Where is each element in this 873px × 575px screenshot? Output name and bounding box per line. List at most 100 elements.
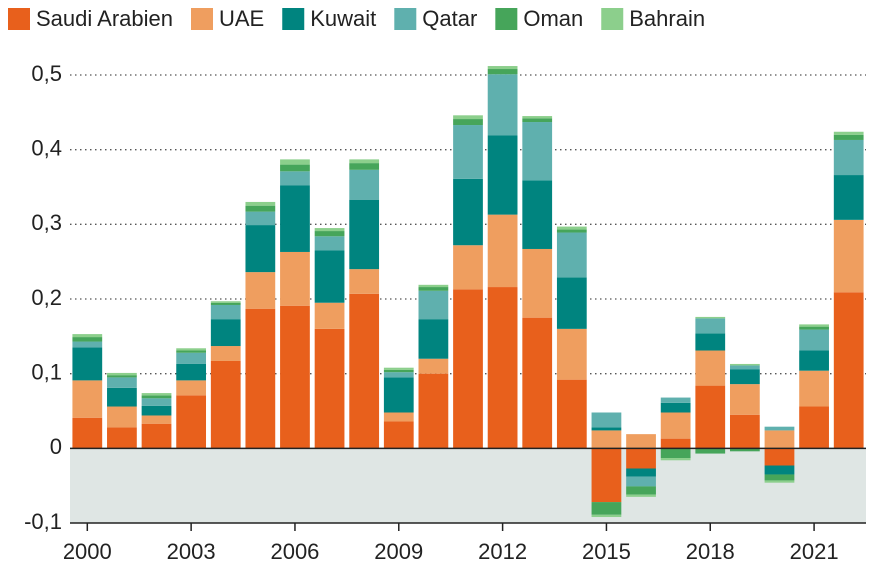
legend-swatch <box>282 8 305 30</box>
x-tick-label: 2006 <box>270 539 319 564</box>
bar-segment <box>349 199 380 270</box>
bar-segment <box>176 348 207 351</box>
bar-segment <box>522 317 553 449</box>
bar-segment <box>764 430 795 449</box>
bar-segment <box>729 363 760 366</box>
bar-segment <box>729 414 760 449</box>
bar-segment <box>626 476 656 487</box>
bar-segment <box>314 328 345 449</box>
bar-segment <box>522 118 553 123</box>
bar-segment <box>660 438 691 449</box>
y-tick-label: 0,2 <box>31 285 62 310</box>
bar-segment <box>383 412 414 422</box>
bar-segment <box>556 328 587 380</box>
bar-segment <box>833 139 864 176</box>
bar-segment <box>799 324 829 327</box>
bar-segment <box>383 377 414 413</box>
bar-segment <box>556 277 587 329</box>
bar-segment <box>141 415 172 424</box>
bar-segment <box>591 427 622 431</box>
bar-segment <box>487 135 518 215</box>
bar-segment <box>833 175 864 220</box>
bar-segment <box>314 231 345 237</box>
bar-segment <box>487 287 518 449</box>
bar-segment <box>107 427 137 449</box>
negative-area <box>70 448 866 523</box>
bar-segment <box>626 434 656 449</box>
bar-segment <box>522 116 553 119</box>
bar-segment <box>626 486 656 495</box>
bar-segment <box>280 171 310 186</box>
bar-segment <box>660 448 691 459</box>
bar-segment <box>418 290 449 320</box>
bar-segment <box>591 412 622 428</box>
bar-segment <box>660 412 691 439</box>
bar-segment <box>107 387 137 407</box>
bar-segment <box>141 393 172 396</box>
bar-segment <box>107 372 137 376</box>
x-tick-label: 2012 <box>478 539 527 564</box>
x-tick-label: 2003 <box>167 539 216 564</box>
bar-segment <box>245 205 276 212</box>
y-tick-label: -0,1 <box>24 509 62 534</box>
bar-segment <box>210 302 241 305</box>
bar-segment <box>349 269 380 294</box>
bar-segment <box>280 305 310 449</box>
bar-segment <box>695 316 726 319</box>
bar-segment <box>764 474 795 481</box>
bar-segment <box>729 384 760 415</box>
bar-segment <box>383 372 414 378</box>
bar-segment <box>591 514 622 518</box>
legend-label: Saudi Arabien <box>36 6 173 31</box>
bar-segment <box>245 201 276 206</box>
bar-segment <box>314 228 345 232</box>
x-tick-label: 2021 <box>790 539 839 564</box>
bar-segment <box>72 347 103 381</box>
bar-segment <box>729 369 760 385</box>
legend-label: Qatar <box>422 6 477 31</box>
bar-segment <box>314 250 345 303</box>
bar-segment <box>453 178 483 246</box>
bar-segment <box>556 232 587 278</box>
bar-segment <box>383 421 414 449</box>
bar-segment <box>833 131 864 135</box>
bar-segment <box>349 159 380 164</box>
bar-segment <box>210 301 241 303</box>
legend-label: Oman <box>523 6 583 31</box>
bar-segment <box>72 337 103 342</box>
x-tick-label: 2015 <box>582 539 631 564</box>
bar-segment <box>522 248 553 318</box>
bar-segment <box>695 385 726 449</box>
bar-segment <box>487 69 518 75</box>
bar-segment <box>72 341 103 348</box>
bar-segment <box>453 119 483 126</box>
bar-segment <box>626 448 656 469</box>
bar-segment <box>591 430 622 449</box>
legend-swatch <box>495 8 518 30</box>
bar-segment <box>556 226 587 230</box>
bar-segment <box>141 405 172 416</box>
bar-segment <box>72 417 103 449</box>
bar-segment <box>210 346 241 361</box>
bar-segment <box>591 502 622 515</box>
bar-segment <box>72 380 103 418</box>
bar-segment <box>141 398 172 406</box>
bar-segment <box>799 350 829 371</box>
bar-segment <box>107 375 137 378</box>
bar-segment <box>695 318 726 334</box>
bar-segment <box>556 229 587 233</box>
bar-segment <box>107 377 137 388</box>
bar-segment <box>556 379 587 449</box>
bar-segment <box>487 66 518 70</box>
bar-segment <box>695 333 726 351</box>
bar-segment <box>729 365 760 370</box>
bar-segment <box>799 326 829 330</box>
bar-segment <box>799 329 829 351</box>
bar-segment <box>833 219 864 293</box>
bar-segment <box>487 74 518 136</box>
bar-segment <box>210 360 241 449</box>
bar-segment <box>522 180 553 249</box>
bar-segment <box>349 293 380 449</box>
bar-segment <box>280 164 310 172</box>
